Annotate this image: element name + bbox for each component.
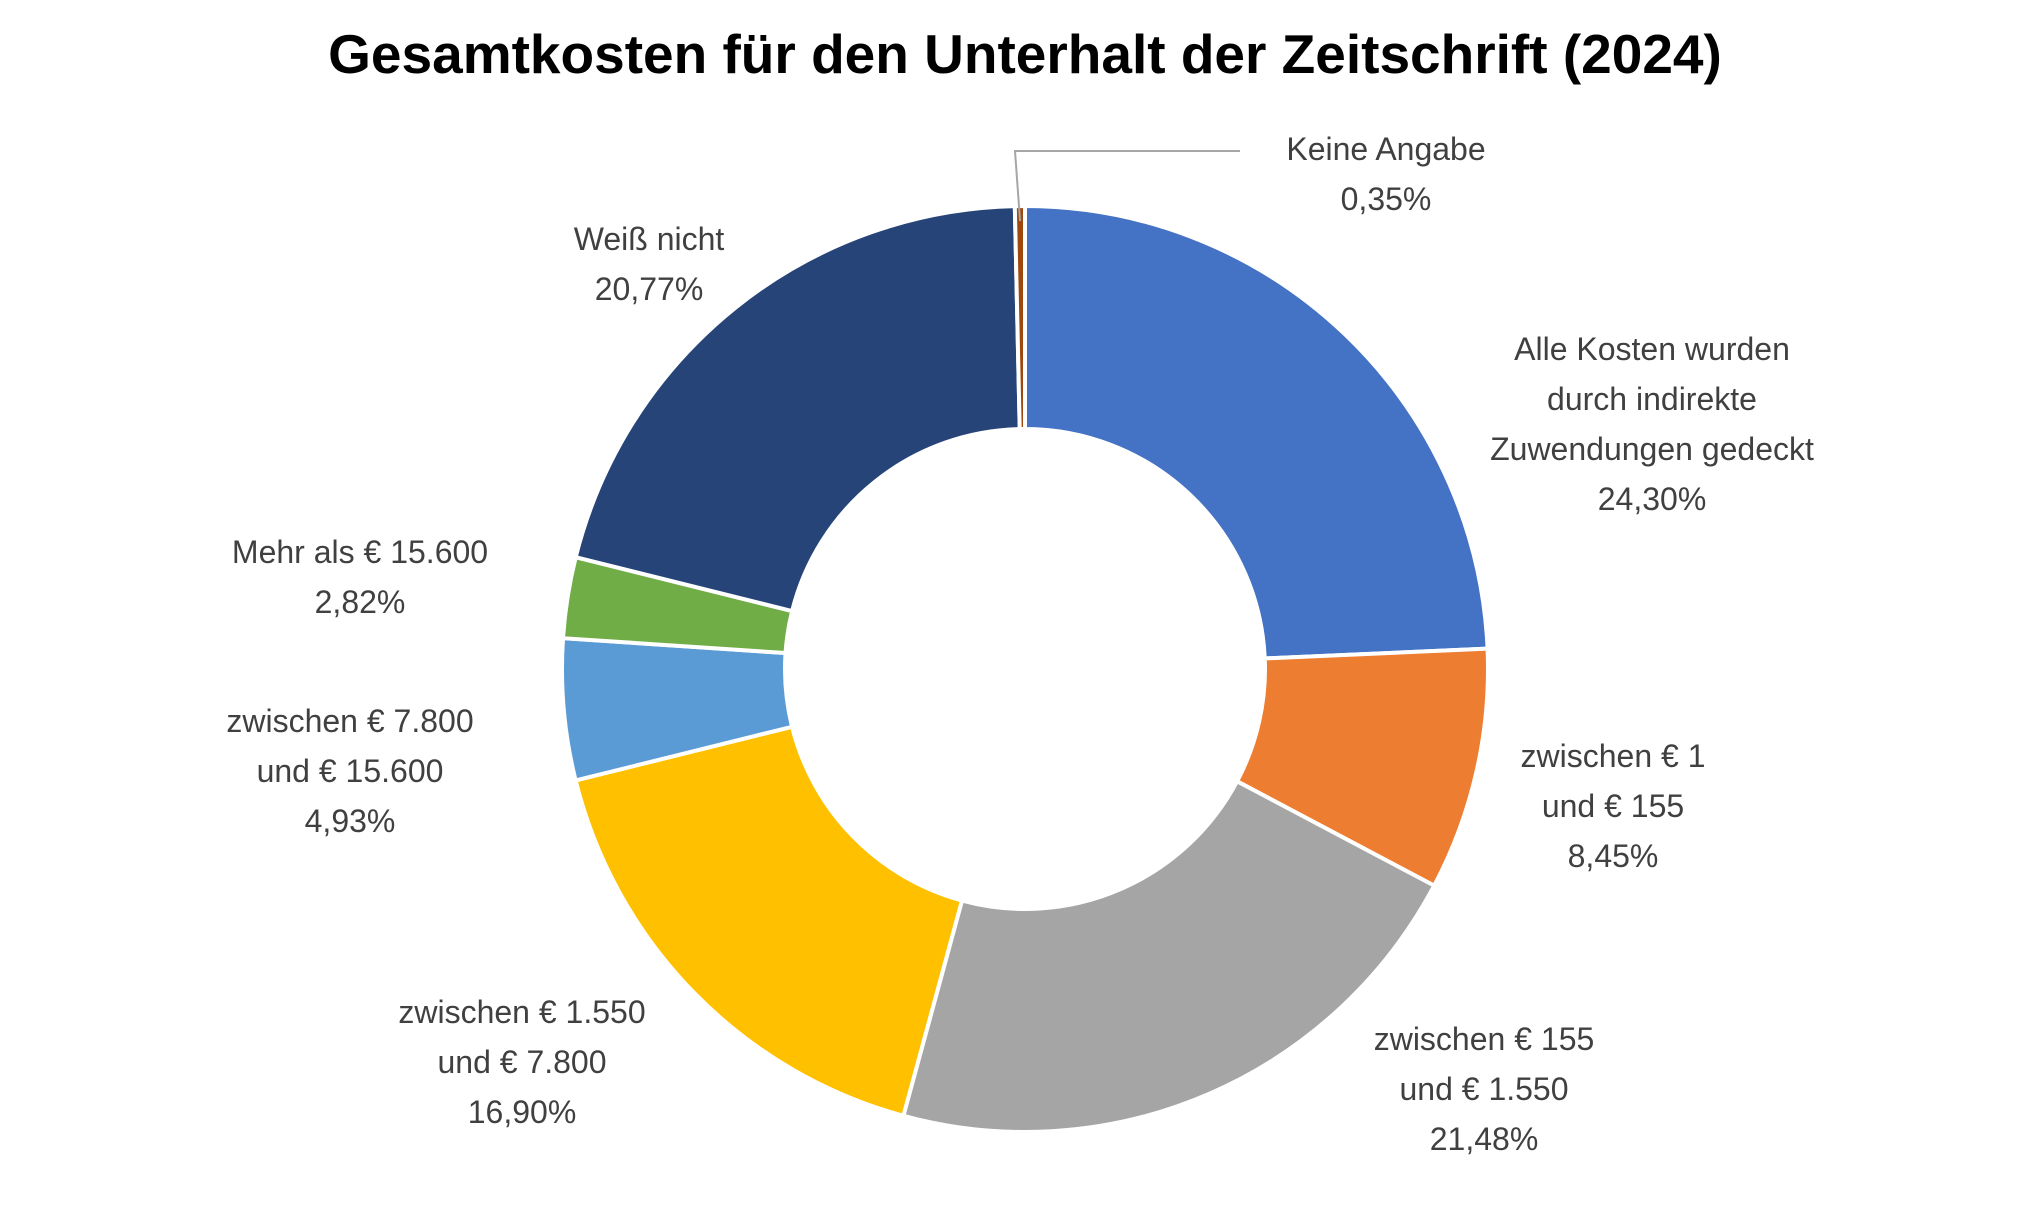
slice-zwischen-eur-1-550-und-eur-7-800 [573, 724, 964, 1118]
data-label-category: zwischen € 7.800 [226, 703, 473, 739]
data-label-category: Weiß nicht [574, 221, 725, 257]
data-label-zwischen-eur-155-und-eur-1-550: zwischen € 155 und € 1.550 21,48% [1374, 1021, 1595, 1157]
data-label-category: Alle Kosten wurden [1514, 331, 1790, 367]
data-label-zwischen-eur-7-800-und-eur-15-600: zwischen € 7.800 und € 15.600 4,93% [226, 703, 473, 839]
leader-lines [1013, 150, 1240, 222]
data-label-keine-angabe: Keine Angabe 0,35% [1286, 131, 1485, 217]
leader-line-keine-angabe [1013, 150, 1240, 222]
data-label-value: 16,90% [468, 1094, 577, 1130]
data-label-category: zwischen € 1.550 [398, 994, 645, 1030]
data-label-category: und € 15.600 [257, 753, 444, 789]
donut-slices [560, 204, 1490, 1134]
data-label-zwischen-eur-1-und-eur-155: zwischen € 1 und € 155 8,45% [1521, 738, 1706, 874]
data-label-alle-kosten-wurden-durch-indirekte-zuwendungen-gedeckt: Alle Kosten wurden durch indirekte Zuwendu… [1490, 331, 1814, 517]
data-label-value: 20,77% [595, 271, 704, 307]
data-label-category: und € 1.550 [1399, 1071, 1568, 1107]
data-label-category: und € 155 [1542, 788, 1684, 824]
slice-alle-kosten-wurden-durch-indirekte-zuwendungen-gedeckt [1023, 204, 1490, 661]
slice-zwischen-eur-155-und-eur-1-550 [901, 779, 1437, 1134]
slice-wei-nicht [573, 204, 1022, 614]
data-label-wei-nicht: Weiß nicht 20,77% [574, 221, 725, 307]
data-label-category: zwischen € 155 [1374, 1021, 1595, 1057]
data-label-category: und € 7.800 [437, 1044, 606, 1080]
data-label-category: Mehr als € 15.600 [232, 534, 488, 570]
data-label-value: 0,35% [1341, 181, 1432, 217]
chart-title: Gesamtkosten für den Unterhalt der Zeits… [328, 23, 1722, 85]
data-label-value: 21,48% [1430, 1121, 1539, 1157]
data-label-mehr-als-eur-15-600: Mehr als € 15.600 2,82% [232, 534, 488, 620]
data-label-category: zwischen € 1 [1521, 738, 1706, 774]
data-label-value: 2,82% [315, 584, 406, 620]
data-label-category: durch indirekte [1547, 381, 1757, 417]
data-label-category: Keine Angabe [1286, 131, 1485, 167]
data-label-value: 8,45% [1568, 838, 1659, 874]
data-labels: Alle Kosten wurden durch indirekte Zuwendu… [226, 131, 1814, 1157]
data-label-value: 4,93% [305, 803, 396, 839]
data-label-category: Zuwendungen gedeckt [1490, 431, 1814, 467]
data-label-zwischen-eur-1-550-und-eur-7-800: zwischen € 1.550 und € 7.800 16,90% [398, 994, 645, 1130]
data-label-value: 24,30% [1598, 481, 1707, 517]
